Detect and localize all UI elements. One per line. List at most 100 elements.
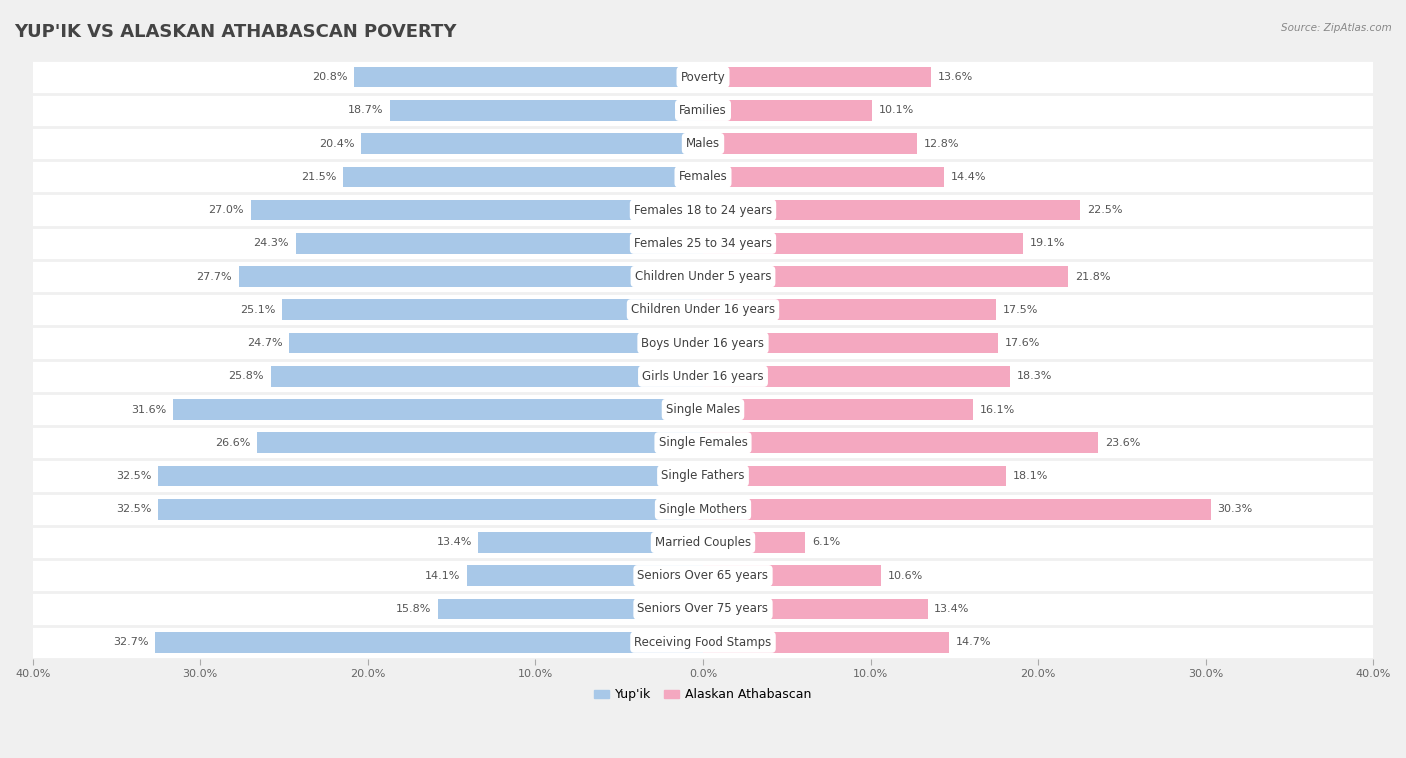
Bar bbox=[703, 299, 997, 320]
Text: Females 18 to 24 years: Females 18 to 24 years bbox=[634, 204, 772, 217]
Bar bbox=[32, 94, 1374, 127]
Bar bbox=[32, 625, 1374, 659]
Text: 22.5%: 22.5% bbox=[1087, 205, 1122, 215]
Bar bbox=[32, 260, 1374, 293]
Text: 13.4%: 13.4% bbox=[934, 604, 970, 614]
Text: 17.6%: 17.6% bbox=[1005, 338, 1040, 348]
Bar bbox=[703, 266, 1069, 287]
Text: Married Couples: Married Couples bbox=[655, 536, 751, 549]
Bar bbox=[703, 632, 949, 653]
Text: 32.5%: 32.5% bbox=[117, 504, 152, 514]
Bar bbox=[703, 532, 806, 553]
Bar bbox=[32, 526, 1374, 559]
Bar bbox=[467, 565, 703, 586]
Text: Single Mothers: Single Mothers bbox=[659, 503, 747, 515]
Text: Girls Under 16 years: Girls Under 16 years bbox=[643, 370, 763, 383]
Bar bbox=[703, 499, 1211, 519]
Bar bbox=[250, 200, 703, 221]
Text: 25.8%: 25.8% bbox=[228, 371, 264, 381]
Bar bbox=[155, 632, 703, 653]
Bar bbox=[354, 67, 703, 87]
Bar bbox=[343, 167, 703, 187]
Text: Females: Females bbox=[679, 171, 727, 183]
Text: 14.7%: 14.7% bbox=[956, 637, 991, 647]
Bar bbox=[703, 399, 973, 420]
Bar bbox=[32, 559, 1374, 592]
Text: 27.0%: 27.0% bbox=[208, 205, 243, 215]
Text: 23.6%: 23.6% bbox=[1105, 438, 1140, 448]
Bar bbox=[703, 67, 931, 87]
Text: 31.6%: 31.6% bbox=[132, 405, 167, 415]
Bar bbox=[703, 465, 1007, 487]
Bar bbox=[173, 399, 703, 420]
Text: Males: Males bbox=[686, 137, 720, 150]
Text: 26.6%: 26.6% bbox=[215, 438, 250, 448]
Text: 24.3%: 24.3% bbox=[253, 238, 290, 249]
Text: 30.3%: 30.3% bbox=[1218, 504, 1253, 514]
Bar bbox=[703, 200, 1080, 221]
Text: Receiving Food Stamps: Receiving Food Stamps bbox=[634, 636, 772, 649]
Bar bbox=[239, 266, 703, 287]
Bar bbox=[32, 359, 1374, 393]
Bar bbox=[389, 100, 703, 121]
Bar bbox=[361, 133, 703, 154]
Text: Single Males: Single Males bbox=[666, 403, 740, 416]
Text: 14.1%: 14.1% bbox=[425, 571, 460, 581]
Text: 24.7%: 24.7% bbox=[247, 338, 283, 348]
Bar bbox=[32, 426, 1374, 459]
Text: YUP'IK VS ALASKAN ATHABASCAN POVERTY: YUP'IK VS ALASKAN ATHABASCAN POVERTY bbox=[14, 23, 457, 41]
Bar bbox=[290, 333, 703, 353]
Bar bbox=[32, 459, 1374, 493]
Bar bbox=[703, 233, 1024, 254]
Text: Poverty: Poverty bbox=[681, 70, 725, 83]
Legend: Yup'ik, Alaskan Athabascan: Yup'ik, Alaskan Athabascan bbox=[589, 684, 817, 706]
Text: Females 25 to 34 years: Females 25 to 34 years bbox=[634, 236, 772, 250]
Text: 32.7%: 32.7% bbox=[112, 637, 148, 647]
Text: 25.1%: 25.1% bbox=[240, 305, 276, 315]
Text: 21.8%: 21.8% bbox=[1076, 271, 1111, 281]
Text: Seniors Over 65 years: Seniors Over 65 years bbox=[637, 569, 769, 582]
Text: 6.1%: 6.1% bbox=[811, 537, 841, 547]
Text: Boys Under 16 years: Boys Under 16 years bbox=[641, 337, 765, 349]
Text: 20.8%: 20.8% bbox=[312, 72, 347, 82]
Bar bbox=[439, 599, 703, 619]
Text: 10.6%: 10.6% bbox=[887, 571, 922, 581]
Bar bbox=[703, 133, 918, 154]
Bar bbox=[159, 499, 703, 519]
Bar bbox=[478, 532, 703, 553]
Text: 17.5%: 17.5% bbox=[1002, 305, 1039, 315]
Bar bbox=[32, 293, 1374, 327]
Bar bbox=[703, 333, 998, 353]
Text: 13.6%: 13.6% bbox=[938, 72, 973, 82]
Bar bbox=[703, 167, 945, 187]
Text: 13.4%: 13.4% bbox=[436, 537, 472, 547]
Bar bbox=[32, 393, 1374, 426]
Text: 32.5%: 32.5% bbox=[117, 471, 152, 481]
Text: 18.7%: 18.7% bbox=[347, 105, 382, 115]
Bar bbox=[32, 592, 1374, 625]
Bar bbox=[32, 193, 1374, 227]
Text: 15.8%: 15.8% bbox=[396, 604, 432, 614]
Bar bbox=[32, 493, 1374, 526]
Bar bbox=[295, 233, 703, 254]
Bar bbox=[703, 599, 928, 619]
Text: 14.4%: 14.4% bbox=[950, 172, 987, 182]
Text: 21.5%: 21.5% bbox=[301, 172, 336, 182]
Bar bbox=[257, 433, 703, 453]
Bar bbox=[703, 100, 872, 121]
Bar bbox=[32, 327, 1374, 359]
Text: Single Females: Single Females bbox=[658, 437, 748, 449]
Text: Single Fathers: Single Fathers bbox=[661, 469, 745, 483]
Bar bbox=[703, 366, 1010, 387]
Text: 27.7%: 27.7% bbox=[197, 271, 232, 281]
Text: Seniors Over 75 years: Seniors Over 75 years bbox=[637, 603, 769, 615]
Text: Children Under 16 years: Children Under 16 years bbox=[631, 303, 775, 316]
Bar bbox=[703, 433, 1098, 453]
Bar bbox=[32, 160, 1374, 193]
Text: 20.4%: 20.4% bbox=[319, 139, 354, 149]
Bar bbox=[703, 565, 880, 586]
Text: 18.3%: 18.3% bbox=[1017, 371, 1052, 381]
Text: 10.1%: 10.1% bbox=[879, 105, 914, 115]
Bar bbox=[270, 366, 703, 387]
Text: Children Under 5 years: Children Under 5 years bbox=[634, 270, 772, 283]
